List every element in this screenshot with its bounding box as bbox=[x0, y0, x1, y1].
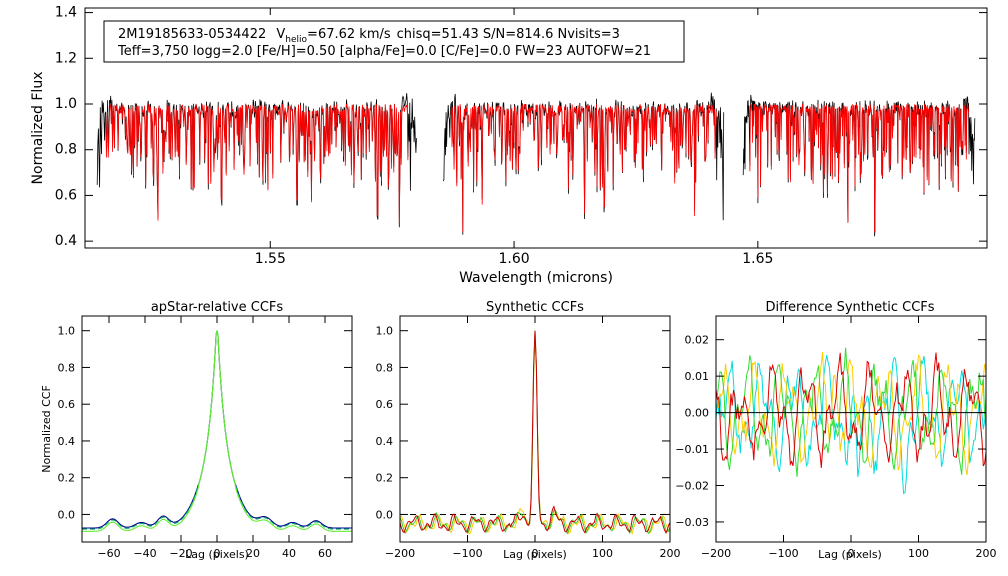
spectrum-ticks: 1.55 1.60 1.65 0.4 0.6 0.8 1.0 1.2 1.4 bbox=[55, 5, 987, 267]
difference-ccf-panel: Difference Synthetic CCFs −200 −100 0 100 20… bbox=[675, 300, 996, 561]
synthetic-ccf-xlabel: Lag (pixels) bbox=[503, 548, 567, 561]
x-tick-label: 1.60 bbox=[498, 251, 529, 267]
x-tick-label: 100 bbox=[592, 547, 613, 560]
apstar-ccf-line bbox=[82, 330, 352, 530]
difference-ccf-title: Difference Synthetic CCFs bbox=[765, 300, 934, 315]
x-tick-label: 20 bbox=[246, 547, 260, 560]
apstar-ccf-line bbox=[82, 330, 352, 529]
x-tick-label: 60 bbox=[318, 547, 332, 560]
x-tick-label: −100 bbox=[768, 547, 798, 560]
annotation-gap bbox=[266, 27, 270, 42]
annotation-vhelio-value: =67.62 km/s bbox=[307, 27, 391, 42]
annotation-vhelio-sub: helio bbox=[285, 35, 307, 45]
y-tick-label: −0.02 bbox=[675, 480, 709, 493]
y-tick-label: 0.4 bbox=[376, 435, 394, 448]
difference-ccf-ticks: −200 −100 0 100 200 −0.03 −0.02 −0.01 0.00 0.01 0.… bbox=[675, 316, 997, 560]
y-tick-label: 0.4 bbox=[55, 233, 77, 249]
y-tick-label: 0.6 bbox=[376, 398, 394, 411]
synthetic-ccf-series bbox=[399, 330, 671, 535]
spectrum-series bbox=[96, 92, 976, 237]
difference-ccf-series bbox=[715, 347, 987, 495]
y-tick-label: 0.6 bbox=[55, 187, 77, 203]
apstar-ccf-xlabel: Lag (pixels) bbox=[185, 548, 249, 561]
y-tick-label: 1.0 bbox=[58, 325, 76, 338]
x-tick-label: 0 bbox=[532, 547, 539, 560]
x-tick-label: −200 bbox=[701, 547, 731, 560]
model-spectrum-line bbox=[749, 103, 969, 233]
x-tick-label: −40 bbox=[133, 547, 156, 560]
spectrum-ylabel: Normalized Flux bbox=[30, 72, 46, 185]
spectrum-axes-frame bbox=[84, 7, 988, 249]
annotation-box bbox=[103, 20, 685, 63]
apstar-ccf-axes-frame bbox=[81, 315, 353, 543]
synthetic-ccf-line bbox=[399, 330, 671, 535]
y-tick-label: 0.4 bbox=[58, 435, 76, 448]
x-tick-label: 40 bbox=[282, 547, 296, 560]
y-tick-label: 0.01 bbox=[685, 370, 710, 383]
y-tick-label: 0.0 bbox=[58, 508, 76, 521]
spectrum-annotation: 2M19185633-0534422 Vhelio=67.62 km/s chis… bbox=[103, 20, 685, 63]
annotation-line-1: 2M19185633-0534422 Vhelio=67.62 km/s chis… bbox=[118, 27, 620, 45]
synthetic-ccf-axes-frame bbox=[399, 315, 671, 543]
x-tick-label: 200 bbox=[976, 547, 997, 560]
difference-ccf-line bbox=[715, 352, 987, 468]
y-tick-label: 0.6 bbox=[58, 398, 76, 411]
difference-ccf-line bbox=[715, 347, 987, 477]
annotation-line-2: Teff=3,750 logg=2.0 [Fe/H]=0.50 [alpha/F… bbox=[117, 44, 651, 59]
model-spectrum-line bbox=[105, 103, 409, 223]
x-tick-label: 1.55 bbox=[255, 251, 286, 267]
y-tick-label: 1.2 bbox=[55, 50, 77, 66]
apstar-ccf-series bbox=[82, 330, 352, 532]
x-tick-label: 1.65 bbox=[742, 251, 773, 267]
y-tick-label: 0.8 bbox=[376, 361, 394, 374]
apstar-ccf-line bbox=[82, 330, 352, 532]
y-tick-label: 1.4 bbox=[55, 5, 77, 21]
y-tick-label: −0.01 bbox=[675, 443, 709, 456]
synthetic-ccf-line bbox=[399, 330, 671, 535]
apstar-ccf-panel: apStar-relative CCFs −60 −40 −20 0 20 40 60 0.0… bbox=[40, 300, 353, 561]
synthetic-ccf-title: Synthetic CCFs bbox=[486, 300, 584, 315]
synthetic-ccf-ticks: −200 −100 0 100 200 0.0 0.2 0.4 0.6 0.8 1.0 bbox=[376, 316, 681, 560]
x-tick-label: 200 bbox=[660, 547, 681, 560]
synthetic-ccf-line bbox=[399, 330, 671, 535]
y-tick-label: 0.0 bbox=[376, 508, 394, 521]
x-tick-label: 0 bbox=[214, 547, 221, 560]
x-tick-label: −60 bbox=[97, 547, 120, 560]
synthetic-ccf-panel: Synthetic CCFs −200 −100 0 100 200 0.0 0.2 0.4 0… bbox=[376, 300, 681, 561]
y-tick-label: 0.2 bbox=[376, 472, 394, 485]
x-tick-label: −100 bbox=[452, 547, 482, 560]
x-tick-label: 0 bbox=[848, 547, 855, 560]
x-tick-label: 100 bbox=[908, 547, 929, 560]
y-tick-label: 1.0 bbox=[55, 96, 77, 112]
x-tick-label: −20 bbox=[169, 547, 192, 560]
apstar-ccf-ticks: −60 −40 −20 0 20 40 60 0.0 0.2 0.4 0.6 0.8 1.0 bbox=[58, 316, 352, 560]
y-tick-label: 0.8 bbox=[55, 142, 77, 158]
y-tick-label: 0.02 bbox=[685, 334, 710, 347]
spectrum-xlabel: Wavelength (microns) bbox=[459, 270, 613, 286]
annotation-star: 2M19185633-0534422 bbox=[118, 27, 266, 42]
y-tick-label: 0.00 bbox=[685, 407, 710, 420]
model-spectrum-line bbox=[450, 102, 717, 233]
y-tick-label: 0.8 bbox=[58, 361, 76, 374]
apstar-ccf-ylabel: Normalized CCF bbox=[40, 385, 53, 473]
y-tick-label: 0.2 bbox=[58, 472, 76, 485]
apstar-ccf-title: apStar-relative CCFs bbox=[151, 300, 284, 315]
annotation-stats: chisq=51.43 S/N=814.6 Nvisits=3 bbox=[397, 27, 620, 42]
spectrum-panel: 1.55 1.60 1.65 0.4 0.6 0.8 1.0 1.2 1.4 Wavelengt… bbox=[30, 5, 988, 286]
difference-ccf-xlabel: Lag (pixels) bbox=[818, 548, 882, 561]
y-tick-label: 1.0 bbox=[376, 325, 394, 338]
annotation-vhelio-label: V bbox=[276, 27, 285, 42]
y-tick-label: −0.03 bbox=[675, 516, 709, 529]
x-tick-label: −200 bbox=[385, 547, 415, 560]
